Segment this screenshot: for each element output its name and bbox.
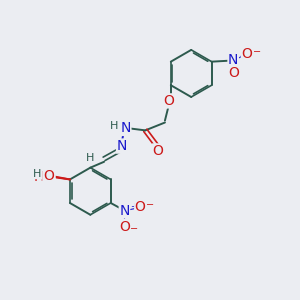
- Text: O: O: [164, 94, 174, 108]
- Text: −: −: [130, 224, 139, 233]
- Text: O: O: [43, 169, 54, 182]
- Text: HO: HO: [34, 170, 55, 184]
- Text: H: H: [110, 122, 118, 131]
- Text: N: N: [228, 53, 238, 67]
- Text: O: O: [119, 220, 130, 234]
- Text: H: H: [33, 169, 42, 178]
- Text: N: N: [117, 139, 127, 153]
- Text: O: O: [135, 200, 146, 214]
- Text: −: −: [253, 47, 261, 57]
- Text: −: −: [146, 200, 154, 210]
- Text: N: N: [121, 122, 131, 135]
- Text: +: +: [130, 202, 137, 211]
- Text: O: O: [242, 47, 252, 61]
- Text: H: H: [86, 153, 94, 163]
- Text: O: O: [228, 66, 239, 80]
- Text: O: O: [153, 144, 164, 158]
- Text: +: +: [239, 51, 246, 60]
- Text: N: N: [119, 204, 130, 218]
